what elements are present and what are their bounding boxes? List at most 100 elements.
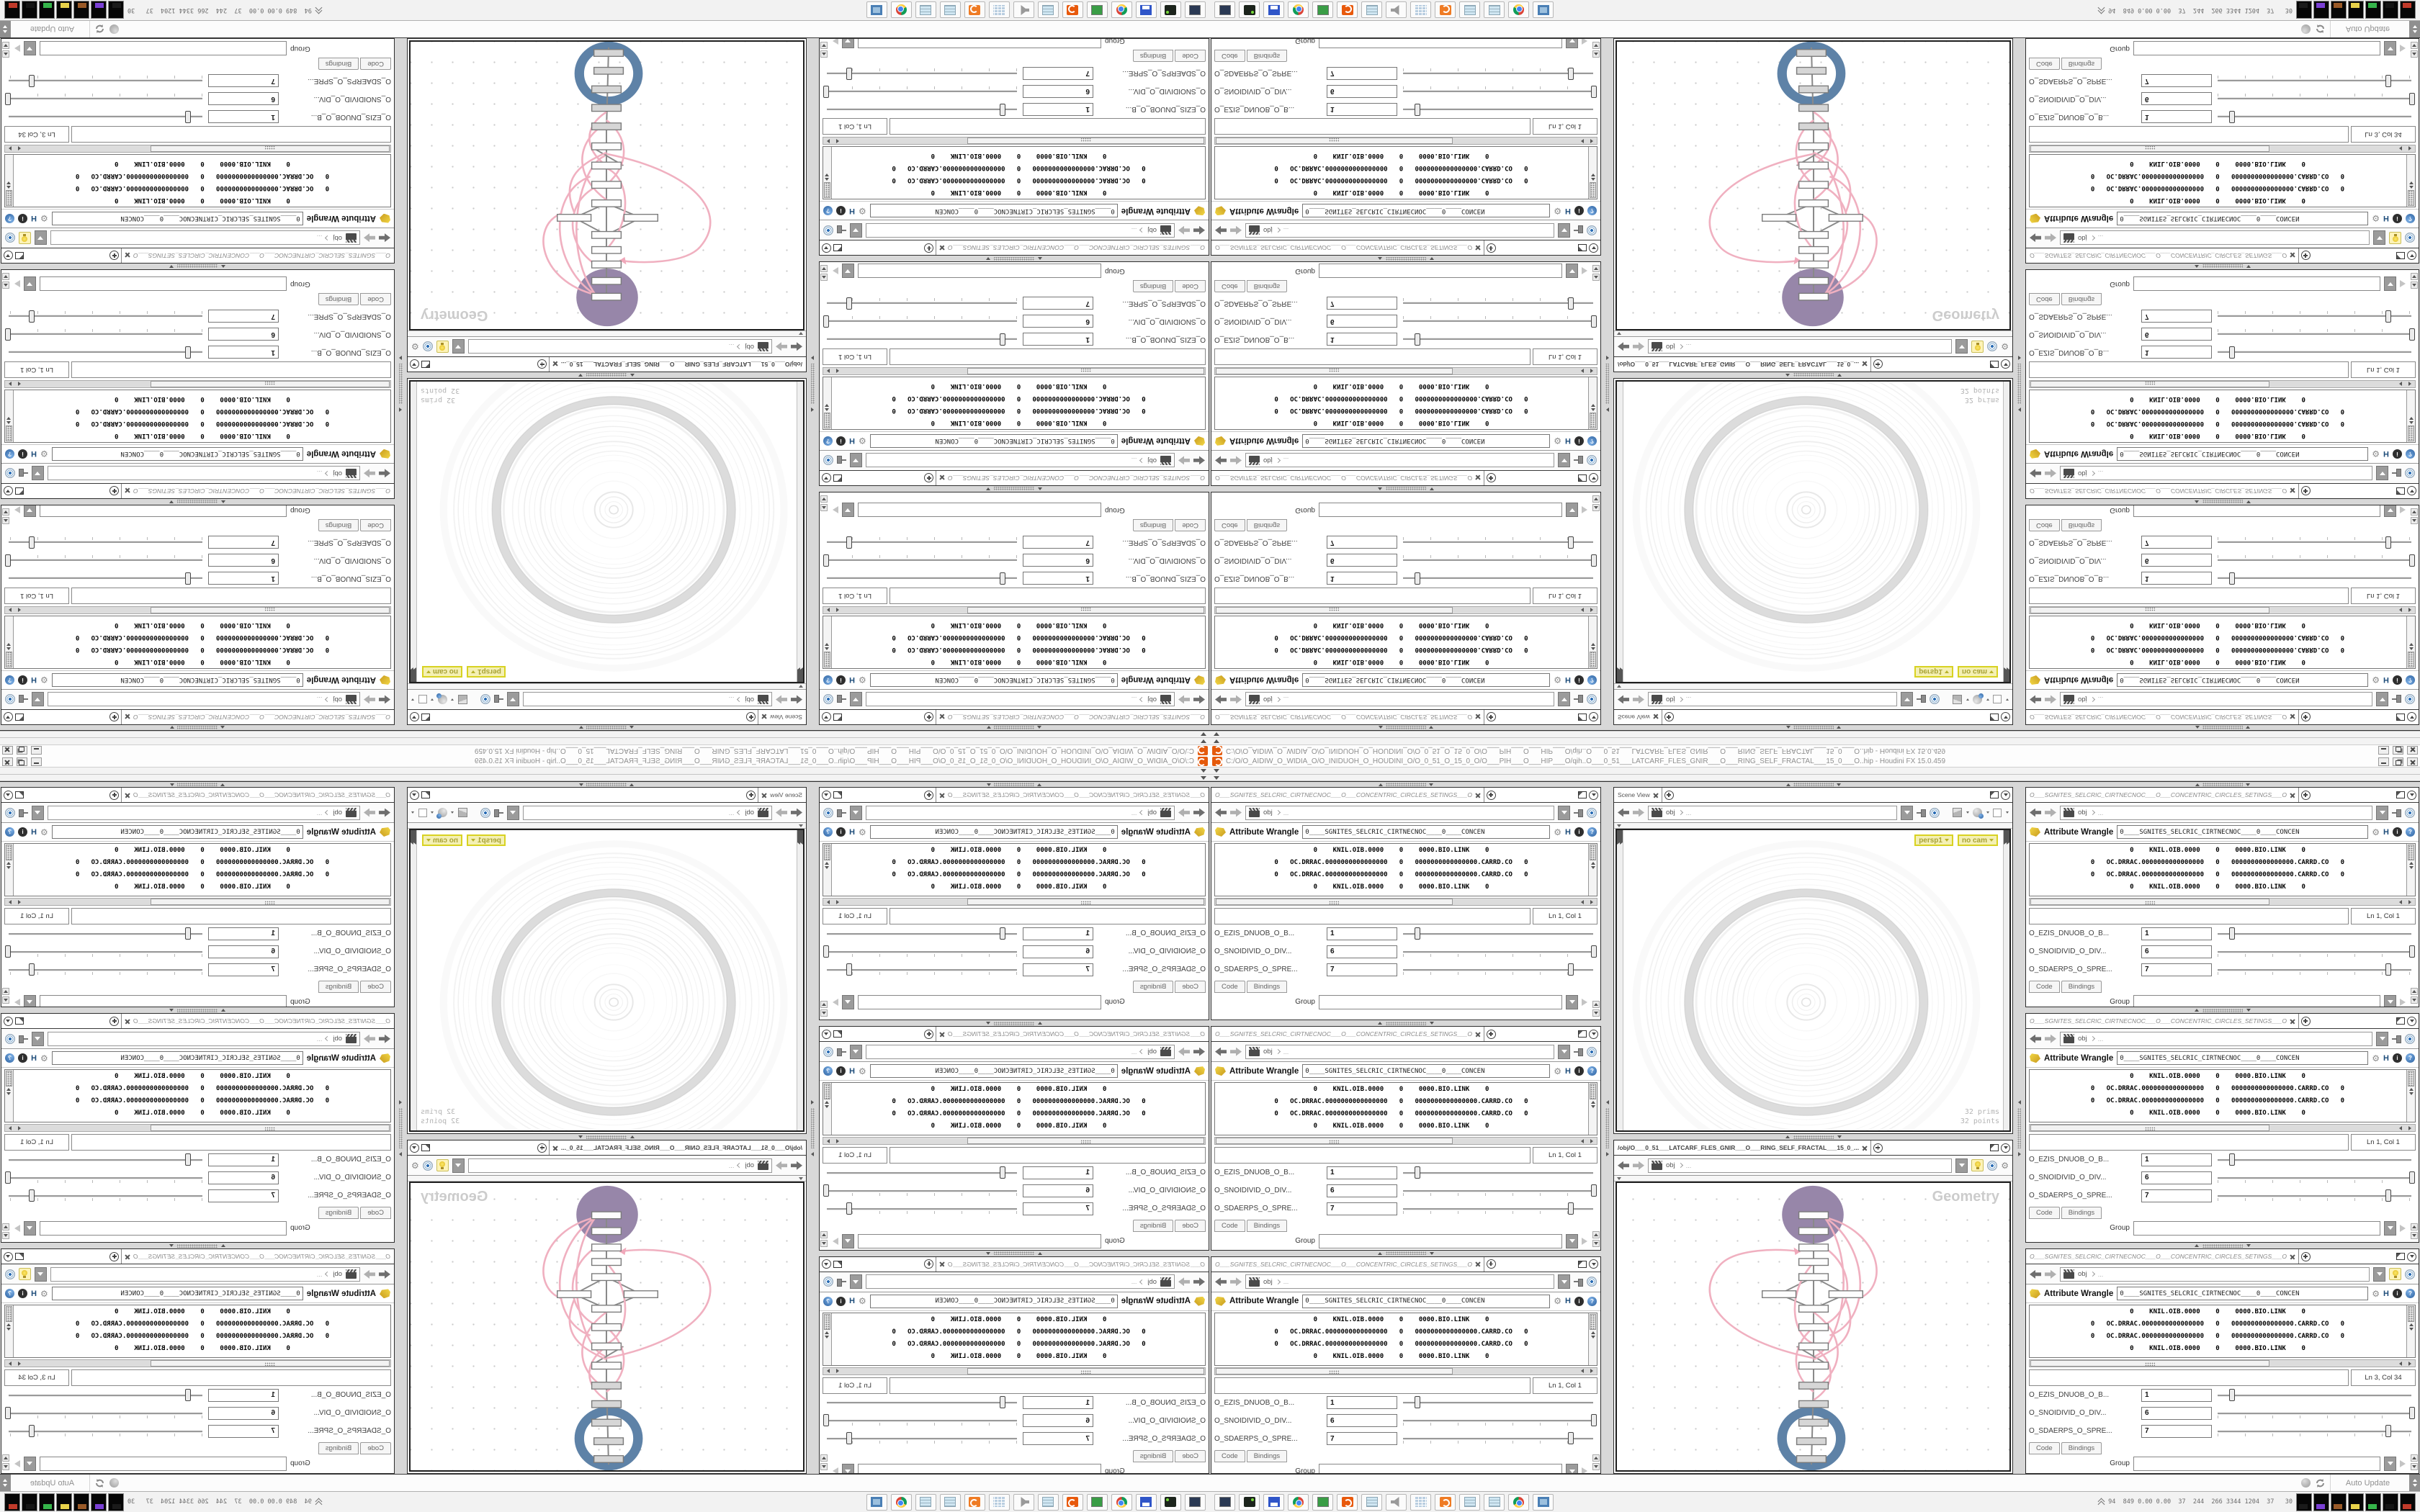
tray-thumbnail[interactable] bbox=[108, 1, 124, 19]
code-scrollbar[interactable] bbox=[5, 1070, 14, 1122]
gear-icon[interactable]: ⚙ bbox=[2001, 1160, 2009, 1171]
h-scrollbar-buttons[interactable] bbox=[2396, 1361, 2415, 1367]
breadcrumb-root[interactable]: obj bbox=[1263, 1048, 1273, 1056]
scroll-up-button[interactable] bbox=[2410, 1223, 2418, 1231]
code-scrollbar[interactable] bbox=[823, 147, 832, 199]
image-viewer-icon[interactable] bbox=[866, 1493, 887, 1511]
code-horizontal-scrollbar[interactable] bbox=[4, 898, 391, 906]
group-select-arrow-icon[interactable] bbox=[1582, 38, 1587, 45]
minimize-button[interactable] bbox=[2378, 757, 2389, 766]
chrome-icon[interactable] bbox=[1111, 1493, 1132, 1511]
notepad-3-icon[interactable] bbox=[915, 1493, 936, 1511]
pin-icon[interactable] bbox=[1574, 1047, 1583, 1057]
pin-icon[interactable] bbox=[837, 695, 846, 704]
param-slider[interactable] bbox=[6, 74, 204, 88]
group-select-arrow-icon[interactable] bbox=[833, 267, 838, 275]
param-slider[interactable] bbox=[2216, 74, 2414, 88]
code-horizontal-scrollbar[interactable] bbox=[1214, 1137, 1597, 1146]
param-slider[interactable] bbox=[824, 963, 1018, 976]
path-dropdown-button[interactable] bbox=[2376, 466, 2388, 481]
forward-icon[interactable] bbox=[1178, 809, 1190, 817]
param-slider[interactable] bbox=[823, 315, 1018, 328]
pane-menu-icon[interactable] bbox=[2407, 790, 2416, 800]
tab-code[interactable]: Code bbox=[1175, 1449, 1206, 1462]
back-icon[interactable] bbox=[1193, 809, 1205, 817]
forward-icon[interactable] bbox=[364, 1270, 375, 1279]
breadcrumb-root[interactable]: obj bbox=[2078, 809, 2087, 816]
code-horizontal-scrollbar[interactable] bbox=[2029, 1124, 2416, 1133]
pane-tab[interactable]: O___SGNITES_SELCRIC_CIRTNECNOC___O___CON… bbox=[936, 470, 1209, 485]
scroll-up-button[interactable] bbox=[1592, 1230, 1600, 1238]
tray-thumbnail[interactable] bbox=[2296, 1493, 2312, 1511]
scroll-down-icon[interactable] bbox=[2408, 181, 2414, 184]
help-icon[interactable]: ? bbox=[2406, 675, 2415, 685]
scroll-up-button[interactable] bbox=[2, 1223, 10, 1231]
param-slider[interactable] bbox=[6, 1189, 204, 1202]
tab-code[interactable]: Code bbox=[2029, 57, 2060, 70]
tab-bindings[interactable]: Bindings bbox=[2061, 1442, 2102, 1455]
node-network-graph[interactable] bbox=[411, 42, 803, 329]
wrangle-node-icon[interactable] bbox=[380, 449, 390, 459]
scroll-up-icon[interactable] bbox=[6, 1088, 12, 1092]
pane-maximize-icon[interactable] bbox=[2396, 1017, 2405, 1025]
forward-icon[interactable] bbox=[1633, 696, 1644, 704]
pin-icon[interactable] bbox=[494, 808, 503, 817]
back-icon[interactable] bbox=[1193, 696, 1205, 704]
param-value-field[interactable]: 1 bbox=[1327, 102, 1397, 116]
new-tab-icon[interactable] bbox=[746, 790, 756, 800]
tray-thumbnail[interactable] bbox=[2365, 1493, 2381, 1511]
info-icon[interactable]: i bbox=[2393, 675, 2402, 685]
group-dropdown-button[interactable] bbox=[1566, 1464, 1578, 1473]
param-value-field[interactable]: 6 bbox=[208, 1406, 279, 1420]
houdini-help-h-icon[interactable]: H bbox=[2383, 449, 2389, 459]
slider-handle[interactable] bbox=[846, 297, 853, 310]
h-scrollbar-buttons[interactable] bbox=[5, 1125, 24, 1131]
info-icon[interactable]: i bbox=[2393, 1053, 2402, 1063]
wrangle-node-icon[interactable] bbox=[1194, 1066, 1205, 1076]
device-green-icon[interactable] bbox=[1160, 1, 1181, 19]
column-splitter-handle[interactable] bbox=[1613, 725, 2014, 730]
param-slider[interactable] bbox=[824, 297, 1018, 310]
path-breadcrumb[interactable]: obj ... bbox=[866, 1274, 1175, 1290]
scroll-up-button[interactable] bbox=[2, 50, 10, 58]
expand-menu-icon[interactable] bbox=[1214, 739, 1219, 743]
node-name-field[interactable]: 0____SGNITES_SELCRIC_CIRTNECNOC____0____… bbox=[2117, 1287, 2369, 1301]
slider-handle[interactable] bbox=[1414, 927, 1420, 940]
pane-menu-icon[interactable] bbox=[1589, 1259, 1598, 1269]
group-input[interactable] bbox=[1319, 994, 1562, 1009]
info-icon[interactable]: i bbox=[18, 827, 27, 837]
group-dropdown-button[interactable] bbox=[2384, 994, 2396, 1007]
expand-toolbar-icon[interactable] bbox=[799, 332, 803, 336]
path-breadcrumb[interactable]: obj ... bbox=[48, 466, 360, 481]
h-scrollbar-buttons[interactable] bbox=[2396, 899, 2415, 905]
volume-icon[interactable] bbox=[1386, 1493, 1407, 1511]
houdini-help-h-icon[interactable]: H bbox=[2383, 214, 2389, 223]
group-select-arrow-icon[interactable] bbox=[833, 998, 838, 1006]
radial-menu-icon[interactable] bbox=[823, 694, 833, 705]
editor-message-field[interactable] bbox=[1214, 1147, 1531, 1164]
info-icon[interactable]: i bbox=[2393, 1289, 2402, 1299]
system-monitor-icon[interactable] bbox=[1214, 1, 1235, 19]
new-tab-icon[interactable] bbox=[2300, 486, 2311, 496]
houdini-app-icon[interactable] bbox=[1337, 1, 1358, 19]
expand-toolbar-icon[interactable] bbox=[1617, 332, 1621, 336]
scroll-up-button[interactable] bbox=[820, 50, 828, 58]
viewport-left-toolbar[interactable] bbox=[797, 829, 803, 1131]
slider-handle[interactable] bbox=[2229, 927, 2235, 940]
code-scrollbar-thumb[interactable] bbox=[2408, 845, 2414, 860]
path-breadcrumb[interactable]: obj ... bbox=[48, 1031, 360, 1046]
houdini-help-h-icon[interactable]: H bbox=[2383, 1289, 2389, 1298]
lamp-icon[interactable] bbox=[436, 1159, 449, 1172]
group-dropdown-button[interactable] bbox=[2384, 276, 2396, 292]
path-breadcrumb[interactable]: obj ... bbox=[467, 339, 772, 354]
wrangle-node-icon[interactable] bbox=[2030, 1289, 2040, 1299]
breadcrumb-root[interactable]: obj bbox=[1147, 226, 1157, 235]
scroll-up-button[interactable] bbox=[1592, 274, 1600, 282]
editor-message-field[interactable] bbox=[889, 1147, 1206, 1164]
refresh-icon[interactable] bbox=[94, 24, 105, 35]
display-capture-icon[interactable] bbox=[1312, 1, 1333, 19]
houdini-help-h-icon[interactable]: H bbox=[1565, 1066, 1571, 1076]
